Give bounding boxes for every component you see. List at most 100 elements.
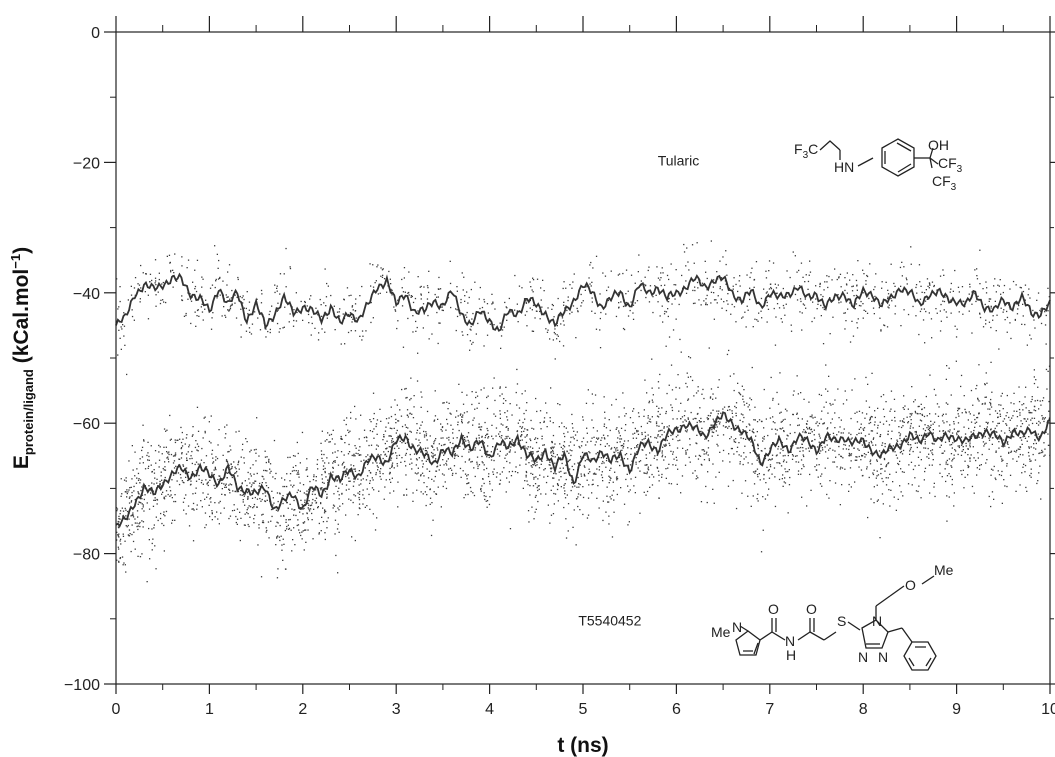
- scatter-point: [661, 422, 663, 425]
- scatter-point: [320, 315, 323, 317]
- scatter-point: [723, 301, 725, 303]
- scatter-point: [499, 386, 501, 388]
- scatter-point: [532, 279, 535, 281]
- scatter-point: [210, 442, 212, 444]
- scatter-point: [770, 288, 773, 290]
- scatter-point: [764, 457, 767, 460]
- scatter-point: [506, 477, 508, 479]
- scatter-point: [537, 437, 539, 440]
- scatter-point: [799, 311, 801, 313]
- scatter-point: [808, 274, 810, 276]
- scatter-point: [965, 411, 967, 413]
- scatter-point: [137, 472, 140, 475]
- scatter-point: [201, 303, 203, 305]
- scatter-point: [687, 399, 689, 401]
- scatter-point: [962, 469, 964, 471]
- scatter-point: [466, 334, 469, 336]
- scatter-point: [248, 478, 250, 480]
- scatter-point: [456, 315, 459, 318]
- scatter-point: [573, 273, 575, 275]
- scatter-point: [710, 412, 712, 414]
- scatter-point: [299, 482, 301, 484]
- scatter-point: [464, 439, 466, 441]
- scatter-point: [740, 437, 742, 439]
- scatter-point: [543, 417, 546, 419]
- scatter-point: [455, 329, 457, 332]
- scatter-point: [768, 488, 770, 490]
- scatter-point: [747, 309, 749, 311]
- scatter-point: [990, 307, 992, 309]
- scatter-point: [948, 367, 950, 369]
- scatter-point: [838, 431, 840, 433]
- scatter-point: [637, 271, 639, 273]
- scatter-point: [995, 330, 997, 332]
- scatter-point: [322, 468, 325, 470]
- scatter-point: [909, 425, 912, 427]
- scatter-point: [990, 326, 992, 329]
- scatter-point: [376, 444, 378, 446]
- scatter-point: [205, 466, 208, 468]
- scatter-point: [803, 429, 805, 431]
- scatter-point: [440, 437, 442, 439]
- scatter-point: [1022, 409, 1024, 411]
- scatter-point: [143, 498, 145, 501]
- scatter-point: [685, 280, 687, 282]
- scatter-point: [953, 505, 955, 507]
- scatter-point: [524, 428, 526, 430]
- scatter-point: [801, 312, 803, 314]
- scatter-point: [1038, 452, 1040, 455]
- scatter-point: [228, 484, 230, 486]
- scatter-point: [632, 410, 634, 412]
- scatter-point: [1011, 435, 1013, 437]
- scatter-point: [214, 466, 216, 468]
- scatter-point: [677, 434, 679, 436]
- scatter-point: [694, 286, 696, 288]
- scatter-point: [685, 382, 687, 385]
- scatter-point: [141, 449, 143, 452]
- scatter-point: [1015, 303, 1017, 305]
- scatter-point: [703, 397, 705, 400]
- scatter-point: [202, 319, 204, 321]
- scatter-point: [247, 497, 249, 499]
- scatter-point: [670, 364, 673, 366]
- scatter-point: [634, 432, 636, 434]
- scatter-point: [284, 479, 286, 481]
- scatter-point: [573, 463, 576, 465]
- scatter-point: [1001, 392, 1003, 395]
- scatter-point: [491, 424, 493, 426]
- scatter-point: [914, 442, 916, 444]
- scatter-point: [260, 500, 262, 502]
- scatter-point: [922, 438, 925, 440]
- scatter-point: [775, 287, 778, 289]
- scatter-point: [782, 449, 784, 452]
- scatter-point: [960, 436, 963, 438]
- scatter-point: [382, 473, 384, 475]
- scatter-point: [916, 292, 918, 294]
- scatter-point: [182, 438, 184, 440]
- scatter-point: [362, 478, 364, 480]
- scatter-point: [584, 475, 586, 477]
- scatter-point: [683, 251, 686, 253]
- scatter-point: [424, 447, 427, 449]
- scatter-point: [984, 443, 986, 445]
- scatter-point: [322, 507, 324, 509]
- scatter-point: [632, 437, 634, 439]
- scatter-point: [536, 451, 538, 453]
- scatter-point: [564, 435, 566, 438]
- scatter-point: [229, 445, 231, 447]
- scatter-point: [566, 494, 568, 496]
- scatter-point: [357, 492, 359, 494]
- scatter-point: [811, 447, 813, 449]
- scatter-point: [968, 427, 970, 430]
- scatter-point: [305, 541, 307, 543]
- scatter-point: [253, 506, 255, 508]
- scatter-point: [489, 323, 491, 325]
- scatter-point: [211, 512, 213, 514]
- scatter-point: [976, 474, 978, 476]
- scatter-point: [912, 427, 914, 429]
- scatter-point: [426, 410, 429, 413]
- scatter-point: [872, 473, 875, 476]
- scatter-point: [443, 454, 445, 456]
- scatter-point: [725, 309, 728, 312]
- scatter-point: [933, 388, 935, 391]
